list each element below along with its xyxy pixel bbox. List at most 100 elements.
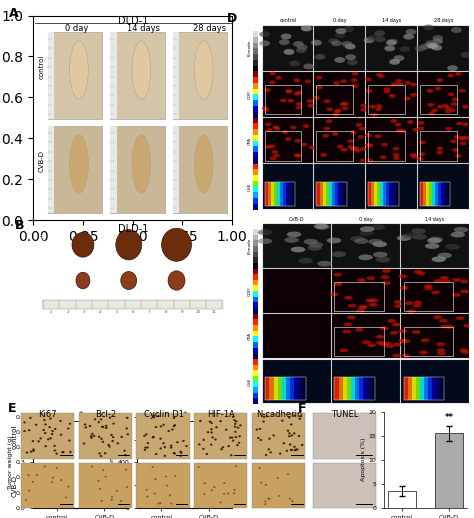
Ellipse shape	[339, 349, 348, 352]
Circle shape	[146, 496, 149, 498]
Circle shape	[173, 453, 176, 455]
Ellipse shape	[334, 109, 341, 113]
Circle shape	[124, 454, 127, 456]
Bar	[314, 72, 365, 117]
Point	[203, 481, 210, 490]
Circle shape	[69, 423, 71, 425]
Circle shape	[283, 442, 285, 444]
Ellipse shape	[425, 42, 436, 48]
Bar	[253, 268, 258, 274]
Bar	[263, 164, 313, 209]
Ellipse shape	[459, 348, 468, 352]
Circle shape	[98, 436, 100, 438]
Text: CvB-D: CvB-D	[40, 270, 46, 291]
Ellipse shape	[270, 156, 276, 160]
Point	[161, 426, 168, 435]
Bar	[403, 377, 444, 400]
Circle shape	[153, 416, 155, 419]
Ellipse shape	[393, 343, 401, 347]
Bar	[253, 152, 258, 158]
Bar	[173, 126, 179, 213]
Bar	[48, 126, 55, 213]
Bar	[298, 377, 302, 400]
Ellipse shape	[371, 224, 385, 230]
Ellipse shape	[423, 24, 434, 31]
Bar	[278, 377, 282, 400]
Bar	[253, 393, 258, 398]
Ellipse shape	[344, 323, 353, 326]
Bar	[436, 377, 440, 400]
Bar	[253, 381, 258, 387]
Bar	[253, 135, 258, 140]
Bar	[418, 72, 469, 117]
Bar	[253, 71, 258, 77]
Ellipse shape	[386, 40, 397, 46]
Circle shape	[60, 434, 63, 436]
Ellipse shape	[407, 309, 416, 313]
Circle shape	[32, 440, 34, 442]
Ellipse shape	[369, 298, 378, 303]
Circle shape	[166, 485, 168, 487]
Ellipse shape	[371, 113, 378, 117]
Ellipse shape	[303, 64, 314, 69]
Circle shape	[238, 435, 241, 437]
Ellipse shape	[259, 31, 270, 37]
Circle shape	[84, 426, 87, 428]
Bar	[263, 359, 331, 403]
Ellipse shape	[436, 342, 445, 346]
Text: CPA: CPA	[247, 137, 252, 145]
Ellipse shape	[301, 26, 312, 32]
Bar	[332, 182, 335, 206]
Ellipse shape	[284, 237, 299, 243]
Ellipse shape	[389, 59, 400, 65]
Ellipse shape	[401, 339, 410, 343]
Bar	[253, 387, 258, 393]
Circle shape	[145, 433, 147, 436]
Ellipse shape	[279, 39, 290, 45]
Ellipse shape	[452, 278, 461, 282]
Ellipse shape	[382, 143, 388, 147]
Bar	[420, 182, 423, 206]
Ellipse shape	[437, 351, 446, 355]
Text: D: D	[227, 12, 237, 25]
Bar	[401, 224, 469, 268]
Ellipse shape	[399, 329, 408, 333]
Circle shape	[67, 486, 70, 487]
Bar	[435, 434, 463, 508]
Circle shape	[110, 434, 113, 436]
Ellipse shape	[402, 233, 417, 238]
Bar	[173, 126, 227, 213]
Ellipse shape	[380, 155, 386, 159]
Bar	[286, 182, 289, 206]
Circle shape	[237, 427, 239, 429]
Circle shape	[97, 480, 100, 482]
Text: CVB-D: CVB-D	[289, 217, 304, 222]
Bar	[403, 282, 453, 311]
Circle shape	[65, 496, 67, 498]
Circle shape	[210, 490, 213, 491]
Circle shape	[219, 501, 222, 503]
Ellipse shape	[360, 226, 374, 232]
Circle shape	[235, 436, 237, 438]
Ellipse shape	[464, 136, 470, 140]
Circle shape	[100, 500, 103, 502]
Bar	[335, 327, 384, 356]
Ellipse shape	[368, 239, 383, 244]
Bar	[381, 182, 383, 206]
Bar	[253, 60, 258, 66]
Circle shape	[152, 436, 155, 438]
Bar	[253, 308, 258, 314]
Circle shape	[219, 420, 222, 422]
Bar	[253, 112, 258, 118]
Bar	[441, 182, 444, 206]
Point	[51, 433, 58, 441]
Circle shape	[228, 445, 230, 448]
Ellipse shape	[393, 153, 400, 157]
Ellipse shape	[282, 130, 289, 134]
Text: 28 days: 28 days	[193, 24, 226, 33]
Circle shape	[235, 465, 237, 467]
Bar	[371, 377, 375, 400]
Bar	[253, 240, 258, 246]
Ellipse shape	[445, 109, 451, 113]
Circle shape	[43, 419, 46, 421]
